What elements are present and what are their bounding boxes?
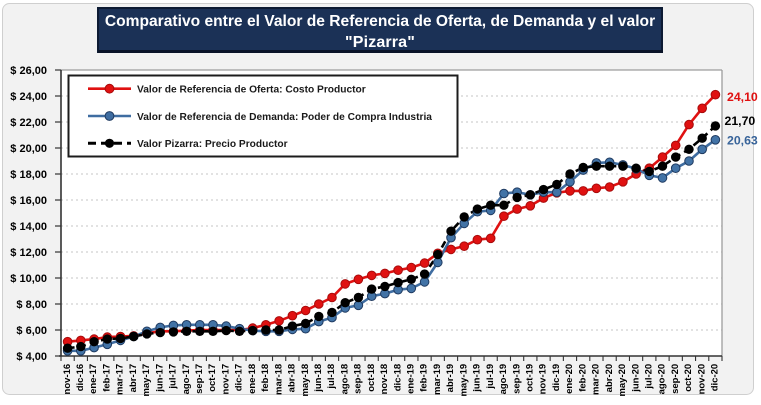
svg-text:Valor Pizarra: Precio Producto: Valor Pizarra: Precio Productor (137, 139, 288, 150)
svg-text:feb-17: feb-17 (101, 364, 112, 392)
svg-text:$ 16,00: $ 16,00 (10, 195, 47, 207)
svg-text:$ 12,00: $ 12,00 (10, 247, 47, 259)
svg-text:ago-18: ago-18 (339, 364, 350, 395)
svg-text:$ 8,00: $ 8,00 (16, 299, 47, 311)
svg-text:nov-19: nov-19 (538, 364, 549, 395)
svg-text:$ 24,00: $ 24,00 (10, 91, 47, 103)
svg-text:Valor de Referencia de Demanda: Valor de Referencia de Demanda: Poder de… (137, 112, 432, 123)
svg-text:abr-17: abr-17 (128, 364, 139, 393)
svg-text:jul-19: jul-19 (485, 364, 496, 390)
svg-text:feb-18: feb-18 (260, 364, 271, 392)
svg-text:ene-18: ene-18 (247, 364, 258, 394)
svg-text:dic-17: dic-17 (234, 364, 245, 391)
svg-text:jul-17: jul-17 (168, 364, 179, 390)
svg-text:nov-20: nov-20 (696, 364, 707, 395)
svg-text:sep-20: sep-20 (670, 364, 681, 394)
svg-text:$ 14,00: $ 14,00 (10, 221, 47, 233)
svg-text:oct-19: oct-19 (525, 364, 536, 392)
svg-text:24,10: 24,10 (727, 90, 758, 104)
svg-text:ago-17: ago-17 (181, 364, 192, 395)
svg-text:mar-18: mar-18 (273, 364, 284, 395)
svg-text:may-19: may-19 (458, 364, 469, 397)
svg-text:jul-18: jul-18 (326, 364, 337, 390)
svg-text:dic-19: dic-19 (551, 364, 562, 391)
svg-text:may-20: may-20 (617, 364, 628, 397)
svg-text:$ 22,00: $ 22,00 (10, 117, 47, 129)
svg-text:dic-16: dic-16 (75, 364, 86, 391)
svg-text:sep-19: sep-19 (511, 364, 522, 394)
svg-text:nov-16: nov-16 (62, 364, 73, 395)
svg-text:$ 6,00: $ 6,00 (16, 325, 47, 337)
svg-text:jun-17: jun-17 (154, 364, 165, 393)
svg-text:"Pizarra": "Pizarra" (345, 34, 415, 51)
svg-text:$ 26,00: $ 26,00 (10, 65, 47, 77)
svg-text:abr-18: abr-18 (287, 364, 298, 393)
svg-text:ago-19: ago-19 (498, 364, 509, 395)
svg-text:nov-18: nov-18 (379, 364, 390, 395)
svg-text:ene-17: ene-17 (88, 364, 99, 394)
svg-text:dic-18: dic-18 (392, 364, 403, 391)
svg-text:$ 10,00: $ 10,00 (10, 273, 47, 285)
svg-text:may-17: may-17 (141, 364, 152, 397)
svg-text:oct-18: oct-18 (366, 364, 377, 392)
svg-text:oct-20: oct-20 (683, 364, 694, 392)
svg-text:oct-17: oct-17 (207, 364, 218, 392)
svg-text:mar-20: mar-20 (591, 364, 602, 395)
svg-text:feb-19: feb-19 (419, 364, 430, 392)
svg-text:abr-19: abr-19 (445, 364, 456, 393)
svg-text:may-18: may-18 (300, 364, 311, 397)
svg-text:$ 4,00: $ 4,00 (16, 351, 47, 363)
svg-text:$ 18,00: $ 18,00 (10, 169, 47, 181)
svg-text:Valor de Referencia de Oferta:: Valor de Referencia de Oferta: Costo Pro… (137, 85, 366, 96)
svg-text:jun-18: jun-18 (313, 364, 324, 393)
svg-text:jun-20: jun-20 (630, 364, 641, 393)
svg-text:mar-17: mar-17 (115, 364, 126, 395)
svg-text:sep-17: sep-17 (194, 364, 205, 394)
svg-text:dic-20: dic-20 (710, 364, 721, 391)
svg-text:jul-20: jul-20 (643, 364, 654, 390)
svg-text:jun-19: jun-19 (472, 364, 483, 393)
svg-text:$ 20,00: $ 20,00 (10, 143, 47, 155)
svg-text:sep-18: sep-18 (353, 364, 364, 394)
svg-text:mar-19: mar-19 (432, 364, 443, 395)
svg-text:nov-17: nov-17 (220, 364, 231, 395)
svg-text:abr-20: abr-20 (604, 364, 615, 393)
svg-text:ene-20: ene-20 (564, 364, 575, 394)
svg-text:ene-19: ene-19 (406, 364, 417, 394)
svg-text:Comparativo entre el Valor de: Comparativo entre el Valor de Referencia… (105, 13, 655, 30)
svg-text:20,63: 20,63 (727, 134, 758, 148)
svg-text:ago-20: ago-20 (657, 364, 668, 395)
svg-text:feb-20: feb-20 (577, 364, 588, 392)
svg-text:21,70: 21,70 (725, 114, 756, 128)
